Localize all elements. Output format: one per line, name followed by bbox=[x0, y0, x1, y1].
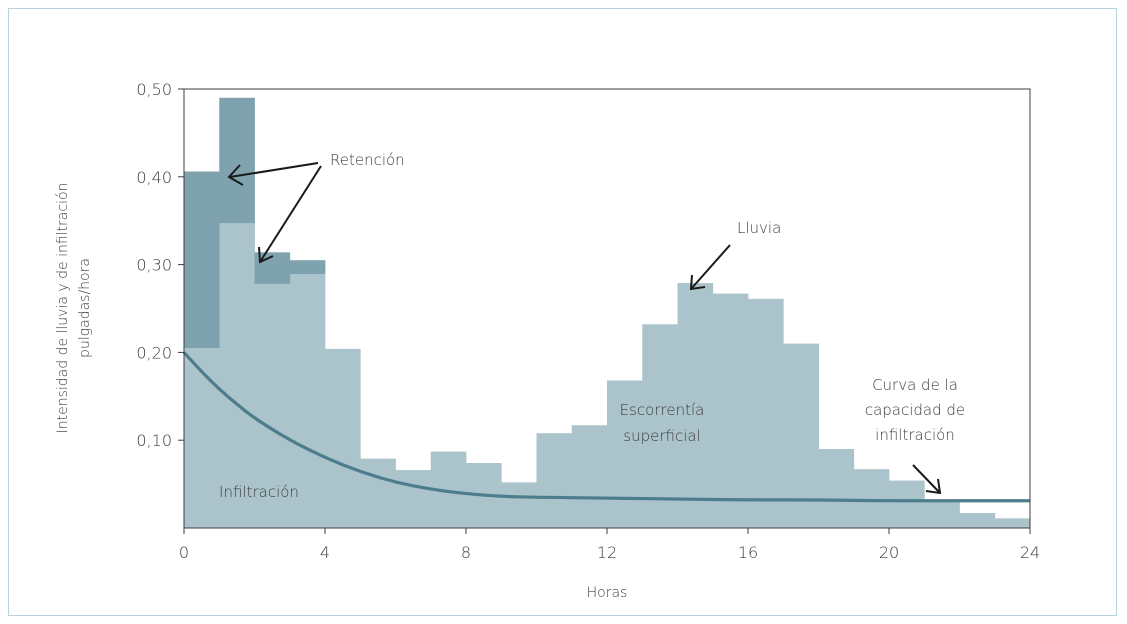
x-tick-label: 8 bbox=[461, 543, 471, 562]
rain-bar bbox=[748, 298, 784, 528]
rain-bar bbox=[536, 433, 573, 528]
rain-bar bbox=[889, 480, 925, 528]
x-tick-label: 16 bbox=[738, 543, 758, 562]
rain-bar bbox=[289, 274, 326, 528]
y-tick-label: 0,30 bbox=[136, 256, 172, 275]
rain-bar bbox=[924, 499, 960, 528]
arrow-retencion-1 bbox=[227, 162, 319, 186]
annotation-infiltracion: Infiltración bbox=[219, 483, 299, 501]
rain-bar bbox=[818, 448, 855, 528]
rain-bar bbox=[712, 293, 749, 528]
rain-bar bbox=[395, 470, 432, 528]
rain-bar bbox=[360, 458, 396, 528]
annotation-curva-1: Curva de la bbox=[872, 376, 958, 394]
y-tick-label: 0,40 bbox=[136, 168, 172, 187]
annotation-retencion: Retención bbox=[330, 151, 405, 169]
rain-bar bbox=[994, 518, 1031, 528]
rain-bar bbox=[959, 513, 996, 528]
annotation-curva-3: infiltración bbox=[875, 426, 955, 444]
x-tick-label: 12 bbox=[597, 543, 617, 562]
annotation-curva-2: capacidad de bbox=[865, 401, 965, 419]
rain-bar bbox=[325, 348, 361, 528]
y-tick-label: 0,20 bbox=[136, 343, 172, 362]
annotation-escorrentia-2: superficial bbox=[623, 427, 700, 445]
x-tick-label: 0 bbox=[179, 543, 189, 562]
x-tick-label: 4 bbox=[320, 543, 330, 562]
y-axis-title: Intensidad de lluvia y de infiltración bbox=[55, 183, 71, 434]
rain-bar bbox=[219, 223, 255, 529]
bars-layer bbox=[184, 97, 1031, 529]
y-tick-label: 0,50 bbox=[136, 80, 172, 99]
rain-bar bbox=[184, 348, 220, 528]
annotation-lluvia: Lluvia bbox=[737, 219, 781, 237]
x-tick-label: 20 bbox=[879, 543, 899, 562]
x-axis-ticks: 0 4 8 12 16 20 24 bbox=[179, 528, 1040, 562]
rain-bar bbox=[607, 380, 643, 528]
rain-bar bbox=[571, 425, 608, 528]
retention-bar bbox=[184, 171, 220, 349]
infiltration-curve bbox=[182, 351, 1030, 503]
rain-bar bbox=[642, 324, 678, 528]
rain-bar bbox=[501, 482, 537, 528]
rain-bar bbox=[783, 343, 819, 528]
rain-bar bbox=[677, 283, 714, 528]
y-axis-unit: pulgadas/hora bbox=[77, 258, 93, 358]
arrow-lluvia bbox=[689, 244, 731, 291]
arrow-curva bbox=[912, 464, 942, 495]
x-tick-label: 24 bbox=[1020, 543, 1040, 562]
rain-bar bbox=[254, 283, 291, 528]
y-tick-label: 0,10 bbox=[136, 431, 172, 450]
rain-bar bbox=[853, 469, 890, 528]
x-axis-title: Horas bbox=[587, 585, 628, 601]
retention-bar bbox=[289, 260, 326, 275]
retention-bar bbox=[219, 97, 255, 224]
y-axis-ticks: 0,10 0,20 0,30 0,40 0,50 bbox=[136, 80, 184, 450]
annotation-escorrentia-1: Escorrentía bbox=[620, 401, 705, 419]
arrow-retencion-2 bbox=[258, 165, 322, 264]
